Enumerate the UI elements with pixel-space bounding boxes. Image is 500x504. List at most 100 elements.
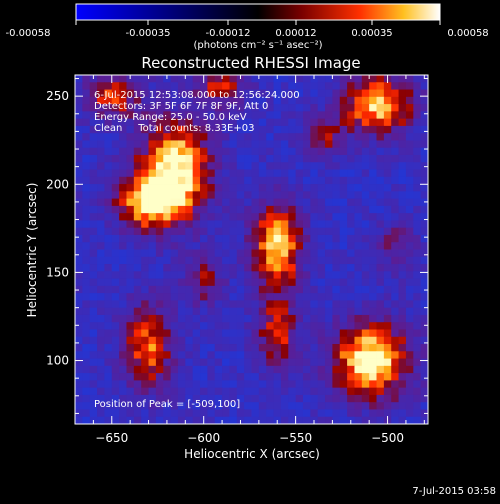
heatmap-cell [89, 82, 98, 90]
heatmap-cell [148, 227, 157, 236]
heatmap-cell [133, 365, 142, 374]
heatmap-cell [273, 205, 282, 214]
heatmap-cell [148, 271, 157, 279]
heatmap-cell [244, 118, 252, 127]
heatmap-cell [420, 191, 429, 199]
heatmap-cell [244, 314, 252, 323]
heatmap-cell [280, 249, 289, 258]
heatmap-cell [273, 140, 282, 149]
heatmap-cell [280, 133, 289, 141]
colorbar-tick-label: -0.00058 [6, 28, 51, 39]
heatmap-cell [177, 402, 186, 410]
heatmap-cell [325, 227, 333, 236]
heatmap-cell [229, 409, 238, 418]
heatmap-cell [75, 111, 83, 120]
heatmap-cell [244, 365, 252, 374]
heatmap-cell [405, 89, 414, 98]
heatmap-cell [420, 329, 429, 338]
heatmap-cell [361, 220, 370, 229]
heatmap-cell [420, 96, 429, 105]
heatmap-cell [332, 322, 341, 330]
heatmap-cell [295, 402, 304, 410]
heatmap-cell [258, 365, 267, 374]
heatmap-cell [214, 104, 223, 112]
heatmap-cell [398, 300, 407, 309]
heatmap-cell [104, 336, 113, 345]
heatmap-cell [214, 213, 223, 221]
heatmap-cell [119, 191, 127, 199]
heatmap-cell [155, 75, 164, 83]
heatmap-cell [339, 409, 348, 418]
heatmap-cell [376, 125, 385, 134]
heatmap-cell [214, 293, 223, 301]
heatmap-cell [236, 394, 245, 403]
heatmap-cell [119, 140, 127, 149]
heatmap-cell [214, 140, 223, 149]
heatmap-cell [251, 387, 260, 396]
heatmap-cell [222, 416, 230, 425]
heatmap-cell [214, 191, 223, 199]
heatmap-cell [185, 184, 194, 192]
heatmap-cell [266, 278, 274, 287]
heatmap-cell [200, 169, 208, 178]
heatmap-cell [141, 409, 149, 418]
heatmap-cell [266, 89, 274, 98]
heatmap-cell [207, 184, 216, 192]
heatmap-cell [266, 205, 274, 214]
heatmap-cell [302, 380, 311, 389]
heatmap-cell [266, 213, 274, 221]
heatmap-cell [236, 365, 245, 374]
heatmap-cell [295, 227, 304, 236]
heatmap-cell [354, 191, 363, 199]
heatmap-cell [170, 75, 179, 83]
heatmap-cell [155, 307, 164, 316]
heatmap-cell [376, 140, 385, 149]
heatmap-cell [119, 402, 127, 410]
heatmap-cell [302, 140, 311, 149]
heatmap-cell [251, 147, 260, 156]
heatmap-cell [398, 278, 407, 287]
heatmap-cell [229, 300, 238, 309]
heatmap-cell [310, 154, 319, 163]
heatmap-cell [258, 336, 267, 345]
heatmap-cell [405, 365, 414, 374]
heatmap-cell [244, 96, 252, 105]
heatmap-cell [325, 293, 333, 301]
heatmap-cell [82, 75, 91, 83]
heatmap-cell [361, 133, 370, 141]
heatmap-cell [200, 205, 208, 214]
heatmap-cell [97, 184, 105, 192]
heatmap-cell [119, 147, 127, 156]
heatmap-cell [163, 249, 171, 258]
heatmap-cell [280, 89, 289, 98]
heatmap-cell [325, 75, 333, 83]
heatmap-cell [222, 125, 230, 134]
heatmap-cell [89, 118, 98, 127]
heatmap-cell [155, 104, 164, 112]
heatmap-cell [192, 329, 201, 338]
heatmap-cell [82, 118, 91, 127]
heatmap-cell [185, 387, 194, 396]
heatmap-cell [258, 89, 267, 98]
heatmap-cell [170, 104, 179, 112]
heatmap-cell [325, 249, 333, 258]
heatmap-cell [347, 271, 355, 279]
heatmap-cell [391, 322, 399, 330]
heatmap-cell [258, 184, 267, 192]
heatmap-cell [222, 351, 230, 359]
heatmap-cell [236, 329, 245, 338]
heatmap-cell [295, 220, 304, 229]
heatmap-cell [339, 285, 348, 294]
heatmap-cell [369, 82, 377, 90]
heatmap-cell [266, 300, 274, 309]
heatmap-cell [361, 140, 370, 149]
heatmap-cell [376, 416, 385, 425]
heatmap-cell [97, 387, 105, 396]
heatmap-cell [185, 75, 194, 83]
heatmap-cell [119, 198, 127, 207]
heatmap-cell [163, 271, 171, 279]
heatmap-cell [155, 184, 164, 192]
heatmap-cell [133, 373, 142, 381]
heatmap-cell [111, 111, 120, 120]
heatmap-cell [361, 358, 370, 367]
